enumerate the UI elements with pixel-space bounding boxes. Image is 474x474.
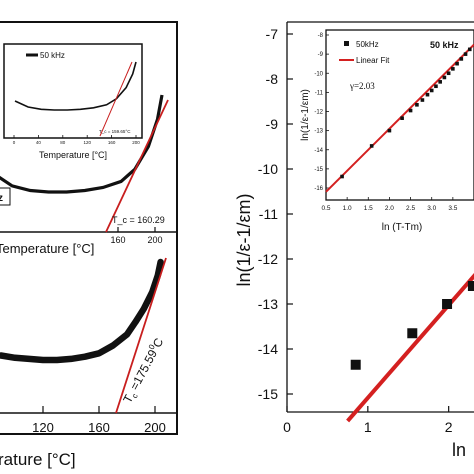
right-inset-data-point (438, 80, 442, 84)
upper-inset-x-tick-label: 80 (60, 140, 66, 145)
right-inset-y-tick-label: -10 (314, 71, 323, 77)
upper-inset-frame (3, 43, 143, 139)
right-x-tick-label: 0 (283, 419, 291, 435)
right-inset-legend-marker (344, 41, 349, 46)
upper-subplot: 160 200 T_c = 160.29 Temperature [°C] z (0, 94, 177, 256)
right-data-point (350, 359, 361, 370)
right-inset-y-tick-label: -13 (314, 129, 323, 135)
right-inset-data-point (425, 92, 430, 97)
right-inset-xlabel: ln (T-Tm) (382, 222, 423, 233)
right-inset-y-tick-label: -12 (314, 110, 323, 116)
upper-x-tick-label: 200 (147, 235, 162, 245)
right-y-tick-label: -11 (259, 206, 278, 222)
left-panel-frame (0, 21, 178, 435)
right-inset-y-tick-label: -11 (315, 90, 324, 96)
lower-x-tick-label: 120 (32, 420, 54, 435)
right-y-tick-label: -14 (258, 341, 278, 357)
right-y-tick-label: -12 (258, 251, 278, 267)
right-inset-data-point (455, 61, 459, 66)
upper-tangent-line (105, 99, 169, 233)
upper-inset: 50 kHz T_c = 159.65°C 0 40 80 120 160 200 Tem… (3, 43, 143, 160)
right-inset-data-point (408, 108, 413, 113)
right-inset-freq-label: 50 kHz (430, 40, 459, 50)
upper-inset-x-tick-label: 200 (132, 140, 140, 145)
right-inset-data-point (442, 75, 447, 80)
upper-inset-xlabel: Temperature [°C] (39, 150, 107, 160)
right-inset-x-tick-label: 3.5 (448, 205, 457, 212)
upper-inset-x-tick-label: 120 (83, 140, 91, 145)
right-y-tick-label: -10 (258, 161, 278, 177)
right-data-point (407, 328, 418, 339)
right-inset-x-tick-label: 1.0 (343, 205, 352, 212)
right-inset-data-point (415, 103, 419, 107)
lower-tc-annotation: Tc =175.590C (119, 335, 168, 406)
left-panel: 160 200 T_c = 160.29 Temperature [°C] z 5… (0, 21, 178, 469)
right-y-tick-label: -7 (266, 26, 279, 42)
upper-inset-curve (14, 61, 137, 111)
lower-tangent-line (115, 257, 167, 414)
lower-xlabel: rature [°C] (0, 450, 76, 469)
right-inset-x-tick-label: 3.0 (427, 205, 436, 212)
right-x-tick-label: 2 (445, 419, 453, 435)
right-inset-y-tick-label: -15 (314, 167, 323, 173)
right-inset-data-point (340, 174, 344, 179)
right-inset-x-tick-label: 2.0 (385, 205, 394, 212)
right-y-tick-label: -9 (266, 116, 279, 132)
right-inset-data-point (446, 71, 451, 76)
upper-data-curve (0, 94, 164, 194)
upper-inset-tangent (99, 61, 133, 137)
lower-subplot: 120 160 200 Tc =175.590C rature [°C] (0, 257, 177, 469)
right-inset-y-tick-label: -8 (318, 33, 324, 39)
lower-x-tick-label: 200 (144, 420, 166, 435)
right-inset-data-point (451, 67, 455, 71)
right-panel: -7 -8 -9 -10 -11 -12 -13 -14 -15 0 1 2 ln(1/ε-1/εm)… (234, 21, 474, 460)
right-inset-data-point (369, 144, 374, 148)
right-main-axes: -7 -8 -9 -10 -11 -12 -13 -14 -15 0 1 2 ln(1/ε-1/εm)… (234, 21, 474, 460)
right-inset-data-point (400, 116, 404, 120)
upper-inset-tc-annotation: T_c = 159.65°C (99, 129, 131, 134)
right-fit-line (346, 272, 474, 423)
right-inset-x-tick-label: 0.5 (321, 205, 330, 212)
upper-inset-legend-label: 50 kHz (40, 51, 65, 60)
upper-legend-box (0, 187, 11, 206)
right-inset-y-tick-label: -14 (314, 148, 323, 154)
right-inset-x-tick-label: 2.5 (406, 205, 415, 212)
right-ylabel: ln(1/ε-1/εm) (234, 193, 254, 286)
right-x-tick-label: 1 (364, 419, 372, 435)
right-inset: -8 -9 -10 -11 -12 -13 -14 -15 -16 0.5 1.0 1.5 2.0 2.5… (300, 29, 474, 233)
right-inset-data-point (429, 88, 434, 93)
right-inset-frame (325, 29, 474, 201)
right-inset-data-point (467, 47, 472, 52)
right-inset-gamma: γ=2.03 (349, 81, 375, 91)
right-inset-y-tick-label: -16 (314, 186, 323, 192)
lower-x-tick-label: 160 (88, 420, 110, 435)
right-data-point (442, 299, 453, 309)
right-xlabel: ln (452, 440, 466, 460)
upper-tc-annotation: T_c = 160.29 (112, 215, 165, 225)
right-inset-data-point (387, 128, 392, 133)
right-data-point (467, 281, 474, 291)
right-inset-x-tick-label: 1.5 (364, 205, 373, 212)
right-y-tick-label: -8 (266, 71, 279, 87)
upper-x-tick-label: 160 (110, 235, 125, 245)
right-inset-data-point (463, 52, 468, 56)
upper-xlabel: Temperature [°C] (0, 241, 94, 256)
right-y-tick-label: -13 (258, 296, 278, 312)
upper-inset-x-tick-label: 160 (108, 140, 116, 145)
right-inset-legend-50khz: 50kHz (356, 40, 379, 49)
upper-inset-x-tick-label: 0 (13, 140, 16, 145)
right-inset-data-point (420, 98, 425, 102)
right-inset-legend-fit: Linear Fit (356, 56, 390, 65)
right-inset-ylabel: ln(1/ε-1/εm) (300, 89, 311, 141)
right-inset-data-point (434, 84, 438, 89)
right-inset-fit-line (325, 43, 474, 193)
upper-inset-x-tick-label: 40 (36, 140, 42, 145)
lower-data-curve (0, 258, 164, 364)
right-inset-y-tick-label: -9 (318, 52, 324, 58)
upper-legend-fragment: z (0, 193, 3, 204)
right-inset-data-point (459, 57, 464, 61)
right-y-tick-label: -15 (258, 386, 278, 402)
